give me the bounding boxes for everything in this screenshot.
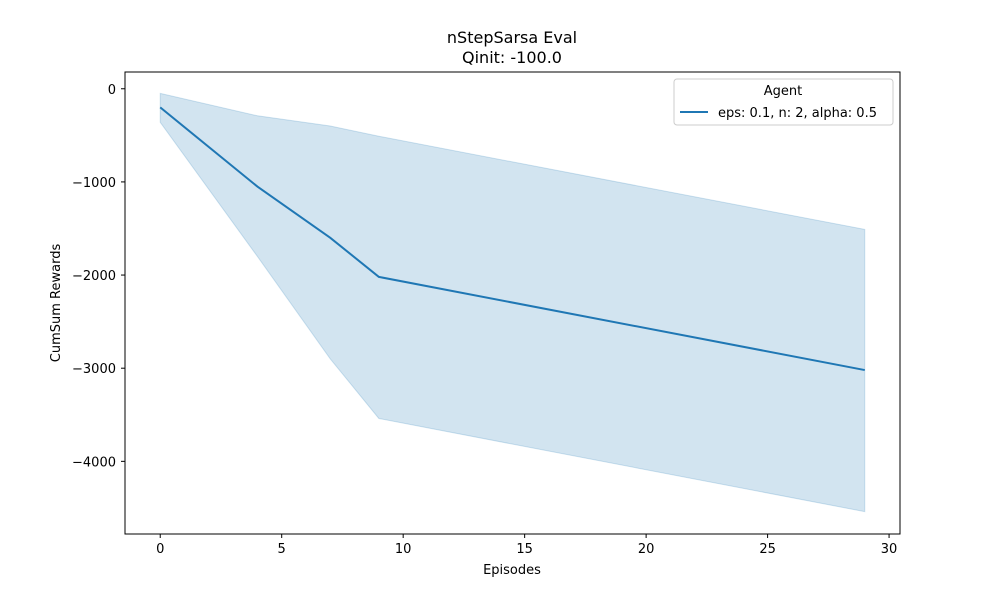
y-axis: 0 −1000 −2000 −3000 −4000 xyxy=(72,83,125,470)
x-axis: 0 5 10 15 20 25 30 xyxy=(156,534,897,557)
chart-title: nStepSarsa Eval xyxy=(447,28,577,47)
series-line-0 xyxy=(159,106,865,372)
plot-area xyxy=(159,92,866,513)
y-tick-label: 0 xyxy=(108,83,116,98)
legend-box xyxy=(673,78,894,126)
y-tick-label: −2000 xyxy=(72,269,116,284)
chart-subtitle: Qinit: -100.0 xyxy=(462,48,562,67)
x-tick-label: 10 xyxy=(395,542,412,557)
x-tick-label: 5 xyxy=(278,542,286,557)
x-axis-label: Episodes xyxy=(483,563,541,578)
legend-title: Agent xyxy=(764,84,802,99)
y-axis-label: CumSum Rewards xyxy=(49,244,64,363)
x-tick-label: 15 xyxy=(516,542,533,557)
x-tick-label: 20 xyxy=(638,542,655,557)
x-tick-label: 30 xyxy=(881,542,898,557)
x-tick-label: 0 xyxy=(156,542,164,557)
plot-frame xyxy=(124,71,901,535)
y-tick-label: −1000 xyxy=(72,176,116,191)
y-tick-label: −3000 xyxy=(72,362,116,377)
x-tick-label: 25 xyxy=(759,542,776,557)
y-tick-label: −4000 xyxy=(72,455,116,470)
legend: Agent eps: 0.1, n: 2, alpha: 0.5 xyxy=(673,78,894,126)
legend-entry-label: eps: 0.1, n: 2, alpha: 0.5 xyxy=(718,106,877,121)
